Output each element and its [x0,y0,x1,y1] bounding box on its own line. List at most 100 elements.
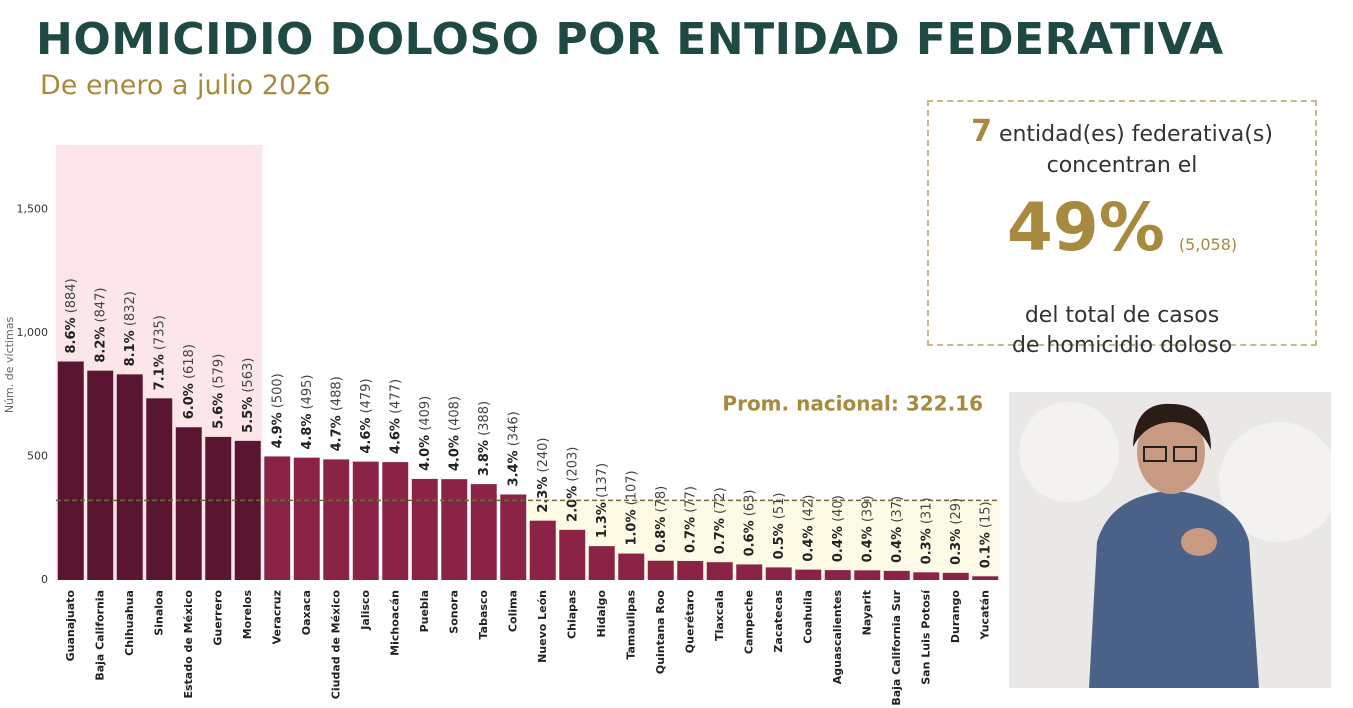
summary-share-value: 49% [1006,189,1165,266]
bar [618,553,645,580]
count-label: (63) [742,490,757,517]
count-label: (579) [211,354,226,389]
x-tick-label: Michoacán [388,590,401,656]
share-label: 0.3% [919,528,934,564]
value-label: 0.3% (31) [919,497,934,564]
share-label: 6.0% [181,383,196,419]
summary-line: 7 entidad(es) federativa(s) [929,114,1315,149]
share-label: 0.4% [830,526,845,562]
count-label: (408) [447,396,462,431]
share-label: 8.1% [122,330,137,366]
count-label: (39) [860,495,875,522]
bar [175,427,202,580]
x-tick-label: Guerrero [211,590,224,646]
x-tick-label: Querétaro [683,590,696,654]
x-tick-label: Estado de México [182,590,195,699]
bar [736,564,763,580]
count-label: (15) [978,501,993,528]
count-label: (477) [388,379,403,414]
count-label: (346) [506,411,521,446]
y-tick-label: 1,000 [17,326,49,339]
bar [470,484,497,580]
x-tick-label: Puebla [418,590,431,632]
share-label: 5.5% [240,397,255,433]
bar [234,440,261,580]
share-label: 5.6% [211,393,226,429]
count-label: (107) [624,470,639,505]
x-tick-label: Sinaloa [152,590,165,636]
bar [706,562,733,580]
count-label: (832) [122,291,137,326]
share-label: 0.4% [801,526,816,562]
bar [854,570,881,580]
value-label: 0.6% (63) [742,490,757,557]
value-label: 8.1% (832) [122,291,137,366]
value-label: 1.0% (107) [624,470,639,545]
value-label: 0.7% (77) [683,486,698,553]
glasses [1143,446,1167,462]
count-label: (500) [270,373,285,408]
x-tick-label: Jalisco [359,590,372,631]
bar [942,572,969,580]
value-label: 0.1% (15) [978,501,993,568]
count-label: (40) [830,495,845,522]
x-tick-label: Sonora [447,590,460,634]
share-label: 2.3% [535,477,550,513]
bar [883,570,910,580]
value-label: 4.0% (408) [447,396,462,471]
count-label: (77) [683,486,698,513]
x-tick-label: Yucatán [978,590,991,640]
share-label: 7.1% [152,354,167,390]
x-tick-label: Campeche [742,590,755,654]
share-label: 2.0% [565,486,580,522]
x-tick-label: Oaxaca [300,590,313,635]
value-label: 4.0% (409) [417,396,432,471]
count-label: (37) [889,496,904,523]
x-tick-label: Coahuila [801,590,814,644]
x-tick-label: Quintana Roo [654,590,667,675]
bar [293,457,320,580]
bar [57,361,84,580]
share-label: 0.7% [683,517,698,553]
bar [824,570,851,580]
bar [559,529,586,580]
share-label: 8.2% [93,327,108,363]
summary-text: entidad(es) federativa(s) [998,122,1273,147]
decor [1019,402,1119,502]
x-tick-label: Nayarit [860,590,873,635]
share-label: 4.6% [388,418,403,454]
count-label: (488) [329,376,344,411]
bar [87,370,114,580]
count-label: (203) [565,447,580,482]
x-tick-label: Veracruz [270,590,283,644]
share-label: 0.3% [948,529,963,565]
bar [411,478,438,580]
value-label: 4.9% (500) [270,373,285,448]
value-label: 2.3% (240) [535,438,550,513]
person-hair [1133,403,1211,450]
value-label: 0.3% (29) [948,498,963,565]
bar [323,459,350,580]
value-label: 5.6% (579) [211,354,226,429]
summary-text: del total de casos [1024,303,1220,328]
person-body [1089,492,1259,688]
value-label: 3.8% (388) [476,401,491,476]
share-label: 0.4% [889,527,904,563]
summary-box: 7 entidad(es) federativa(s) concentran e… [927,100,1317,358]
title: HOMICIDIO DOLOSO POR ENTIDAD FEDERATIVA [36,14,1224,65]
x-tick-label: Morelos [241,590,254,640]
value-label: 4.7% (488) [329,376,344,451]
value-label: 8.2% (847) [93,287,108,362]
count-label: (479) [358,378,373,413]
x-tick-label: Chiapas [565,590,578,639]
bar [588,546,615,580]
decor [1219,422,1331,542]
x-tick-label: Guanajuato [64,590,77,662]
count-label: (42) [801,495,816,522]
count-label: (847) [93,287,108,322]
value-label: 4.6% (477) [388,379,403,454]
bar [441,479,468,580]
value-label: 8.6% (884) [63,278,78,353]
value-label: 2.0% (203) [565,447,580,522]
